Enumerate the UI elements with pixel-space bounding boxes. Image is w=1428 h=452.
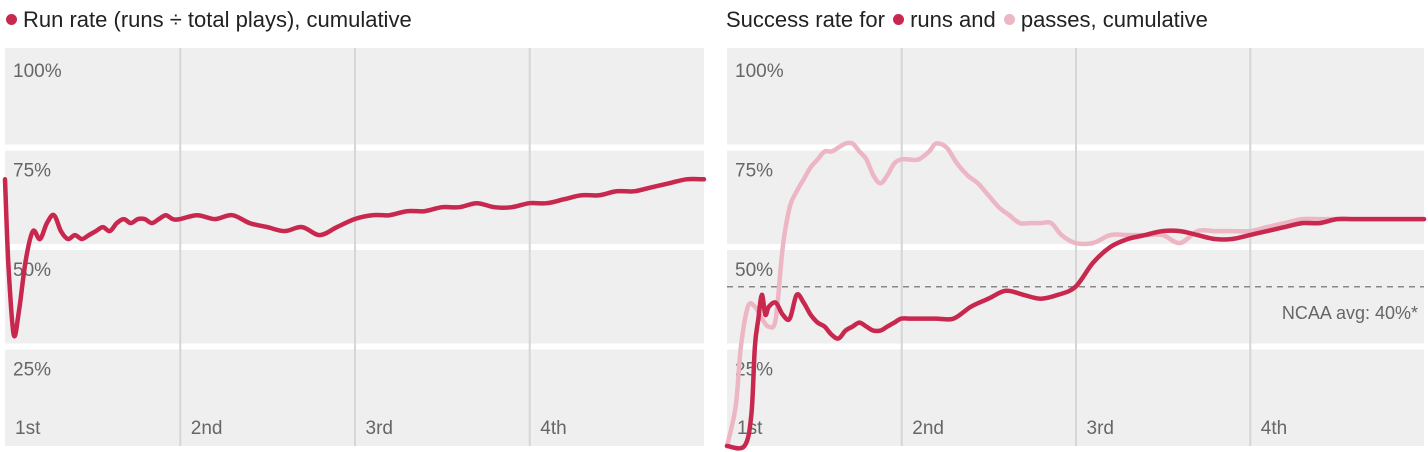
- right-title-passes: passes, cumulative: [1020, 7, 1208, 32]
- x-tick-label: 4th: [540, 418, 566, 439]
- runs-series-line: [724, 216, 1427, 451]
- y-tick-label: 75%: [735, 161, 773, 182]
- x-tick-label: 1st: [15, 418, 41, 439]
- right-chart-title: Success rate for runs and passes, cumula…: [726, 6, 1208, 34]
- runs-series-line: [2, 176, 707, 339]
- right-title-runs: runs and: [910, 7, 996, 32]
- x-tick-label: 3rd: [366, 418, 393, 439]
- y-tick-label: 50%: [735, 260, 773, 281]
- x-tick-label: 3rd: [1087, 418, 1114, 439]
- y-tick-label: 75%: [13, 161, 51, 182]
- y-tick-label: 100%: [735, 61, 784, 82]
- passes-series-line: [724, 140, 1427, 449]
- left-title-text: Run rate (runs ÷ total plays), cumulativ…: [23, 7, 412, 32]
- left-chart-title: Run rate (runs ÷ total plays), cumulativ…: [4, 6, 412, 34]
- runs-legend-dot: [893, 14, 905, 26]
- x-tick-label: 2nd: [912, 418, 944, 439]
- y-tick-label: 25%: [13, 360, 51, 381]
- run-rate-chart: 100%75%50%25%1st 2nd 3rd 4th: [2, 48, 707, 446]
- right-title-prefix: Success rate for: [726, 7, 885, 32]
- ncaa-average-label: NCAA avg: 40%*: [1282, 303, 1418, 323]
- x-tick-label: 4th: [1261, 418, 1287, 439]
- runs-legend-dot-left: [6, 14, 17, 26]
- x-tick-label: 2nd: [191, 418, 223, 439]
- passes-legend-dot: [1003, 14, 1015, 26]
- y-tick-label: 100%: [13, 61, 62, 82]
